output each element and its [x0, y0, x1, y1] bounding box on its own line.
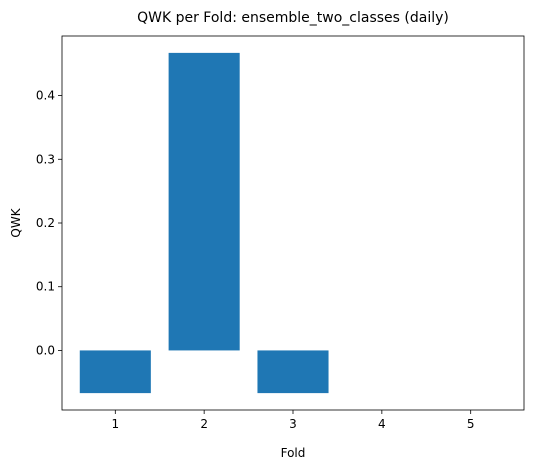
bar-fold-3 [257, 350, 329, 394]
x-axis-ticks: 1 2 3 4 5 [111, 410, 475, 431]
y-tick-label: 0.1 [36, 280, 55, 294]
y-tick-label: 0.3 [36, 152, 55, 166]
x-tick-label: 2 [200, 417, 208, 431]
y-axis-label: QWK [9, 207, 23, 237]
y-tick-label: 0.2 [36, 216, 55, 230]
chart-title: QWK per Fold: ensemble_two_classes (dail… [137, 10, 449, 26]
x-tick-label: 4 [378, 417, 386, 431]
plot-frame [61, 35, 525, 411]
x-tick-label: 5 [467, 417, 475, 431]
y-tick-label: 0.4 [36, 89, 55, 103]
y-tick-label: 0.0 [36, 343, 55, 357]
bar-fold-2 [168, 52, 240, 351]
bars-group [79, 52, 329, 394]
x-axis-label: Fold [281, 446, 306, 460]
bar-fold-1 [79, 350, 151, 394]
x-tick-label: 3 [289, 417, 297, 431]
y-axis-ticks: 0.0 0.1 0.2 0.3 0.4 [36, 89, 62, 357]
x-tick-label: 1 [111, 417, 119, 431]
